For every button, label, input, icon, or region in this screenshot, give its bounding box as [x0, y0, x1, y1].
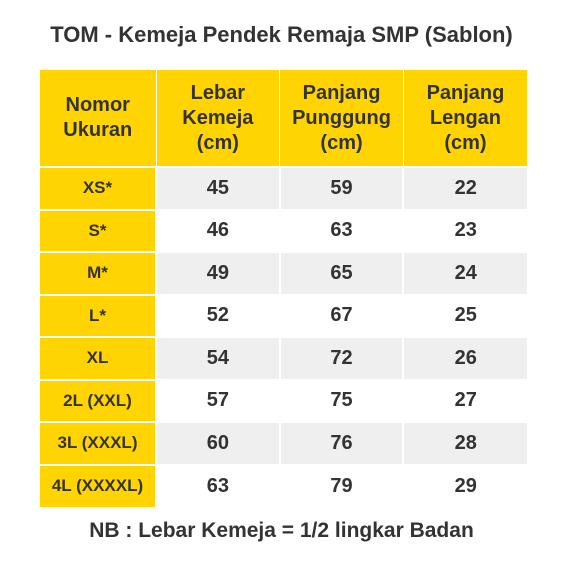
lebar-cell: 54	[155, 336, 280, 380]
header-panjang-punggung: Panjang Punggung (cm)	[279, 70, 404, 167]
lebar-cell: 60	[155, 421, 280, 465]
table-row: M* 49 65 24	[40, 251, 528, 295]
lengan-cell: 26	[402, 336, 528, 380]
header-lebar-kemeja: Lebar Kemeja (cm)	[155, 70, 280, 167]
size-cell: XL	[40, 336, 156, 380]
punggung-cell: 75	[278, 378, 404, 422]
header-panjang-lengan: Panjang Lengan (cm)	[402, 70, 528, 167]
punggung-cell: 79	[278, 463, 404, 507]
table-row: L* 52 67 25	[40, 293, 528, 337]
header-nomor-ukuran: Nomor Ukuran	[40, 70, 156, 167]
punggung-cell: 63	[278, 208, 404, 252]
lengan-cell: 24	[402, 251, 528, 295]
lebar-cell: 52	[155, 293, 280, 337]
lengan-cell: 25	[402, 293, 528, 337]
table-row: 4L (XXXXL) 63 79 29	[40, 463, 528, 507]
size-cell: 2L (XXL)	[40, 378, 156, 422]
lebar-cell: 46	[155, 208, 280, 252]
punggung-cell: 67	[278, 293, 404, 337]
lebar-cell: 57	[155, 378, 280, 422]
punggung-cell: 76	[278, 421, 404, 465]
lengan-cell: 22	[402, 166, 528, 210]
punggung-cell: 65	[278, 251, 404, 295]
size-chart-table: Nomor Ukuran Lebar Kemeja (cm) Panjang P…	[40, 70, 528, 507]
size-cell: 4L (XXXXL)	[40, 463, 156, 507]
table-row: 3L (XXXL) 60 76 28	[40, 421, 528, 465]
lengan-cell: 28	[402, 421, 528, 465]
size-cell: XS*	[40, 166, 156, 210]
page-title: TOM - Kemeja Pendek Remaja SMP (Sablon)	[50, 22, 513, 47]
size-cell: 3L (XXXL)	[40, 421, 156, 465]
lebar-cell: 49	[155, 251, 280, 295]
lengan-cell: 29	[402, 463, 528, 507]
size-cell: L*	[40, 293, 156, 337]
size-cell: S*	[40, 208, 156, 252]
table-row: XL 54 72 26	[40, 336, 528, 380]
table-row: XS* 45 59 22	[40, 166, 528, 210]
footnote: NB : Lebar Kemeja = 1/2 lingkar Badan	[89, 519, 474, 542]
punggung-cell: 72	[278, 336, 404, 380]
lebar-cell: 45	[155, 166, 280, 210]
table-row: S* 46 63 23	[40, 208, 528, 252]
table-row: 2L (XXL) 57 75 27	[40, 378, 528, 422]
lebar-cell: 63	[155, 463, 280, 507]
size-cell: M*	[40, 251, 156, 295]
punggung-cell: 59	[278, 166, 404, 210]
lengan-cell: 23	[402, 208, 528, 252]
lengan-cell: 27	[402, 378, 528, 422]
table-header-row: Nomor Ukuran Lebar Kemeja (cm) Panjang P…	[40, 70, 528, 167]
